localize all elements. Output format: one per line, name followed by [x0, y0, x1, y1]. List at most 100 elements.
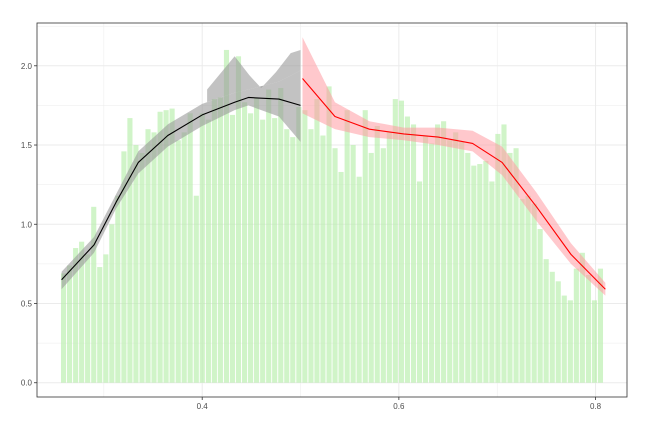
bar [308, 129, 314, 383]
bar [205, 119, 211, 383]
bar [139, 152, 145, 383]
bar [537, 229, 543, 383]
bar [386, 132, 392, 383]
bar [157, 111, 163, 383]
bar [465, 152, 471, 383]
bar [151, 132, 157, 383]
bar [501, 124, 507, 383]
bar [561, 295, 567, 383]
bar [211, 99, 217, 383]
bar [471, 165, 477, 383]
bar [338, 171, 344, 383]
bar [175, 140, 181, 383]
bar [193, 195, 199, 383]
right-trend-line [302, 78, 606, 290]
bar [302, 110, 308, 383]
y-tick-label: 2.0 [21, 62, 33, 71]
bar [278, 87, 284, 383]
bar [133, 145, 139, 383]
x-tick-label: 0.4 [197, 402, 209, 411]
bar [79, 241, 85, 383]
bar [73, 248, 79, 383]
bar [435, 124, 441, 383]
bar [392, 99, 398, 383]
bar [495, 133, 501, 383]
bar [127, 118, 133, 383]
bar [585, 274, 592, 383]
bar [235, 56, 242, 383]
trend-lines [61, 78, 606, 290]
bar [519, 198, 525, 383]
bar [362, 110, 368, 383]
bar [483, 160, 489, 383]
bar [374, 126, 380, 383]
bar [121, 151, 127, 383]
bar [60, 273, 67, 383]
x-axis: 0.4 0.6 0.8 [197, 397, 602, 411]
bar [284, 129, 290, 383]
bar [453, 132, 459, 383]
y-tick-label: 0.5 [21, 300, 33, 309]
bar [567, 300, 573, 383]
bar [242, 102, 248, 383]
bar [169, 108, 175, 383]
bar [579, 252, 585, 383]
left-confidence-band [61, 70, 301, 290]
bar [555, 281, 561, 383]
bar [549, 271, 555, 383]
confidence-bands [61, 37, 606, 296]
bar [266, 89, 272, 383]
bar [85, 254, 91, 383]
bar [356, 176, 362, 383]
bar [223, 49, 230, 383]
bar [296, 106, 302, 383]
bar [199, 113, 205, 383]
bar [410, 124, 417, 383]
bar [229, 114, 236, 383]
bar [398, 100, 404, 383]
bar [272, 118, 278, 383]
bar [181, 132, 187, 383]
bar [344, 110, 350, 383]
bar [163, 110, 169, 383]
bar [254, 97, 260, 383]
bar [109, 224, 115, 383]
x-tick-label: 0.6 [393, 402, 405, 411]
bar [248, 113, 254, 383]
bar [97, 267, 103, 383]
y-tick-label: 0.0 [21, 379, 33, 388]
bar [543, 259, 549, 383]
bar [422, 135, 429, 383]
bar [489, 181, 495, 383]
bar [447, 140, 453, 383]
y-tick-label: 1.5 [21, 141, 33, 150]
bar [597, 268, 604, 383]
y-axis: 0.0 0.5 1.0 1.5 2.0 [21, 62, 37, 388]
bar [416, 181, 423, 383]
bar [314, 99, 320, 383]
bar [573, 268, 579, 383]
bar [531, 203, 537, 383]
left-confidence-band-upper [207, 49, 301, 103]
bar [217, 97, 223, 383]
bar [91, 206, 97, 383]
bar [513, 148, 519, 383]
bar [477, 164, 483, 383]
bar [591, 300, 598, 383]
bar [66, 265, 73, 383]
panel-border [36, 22, 628, 398]
bar [525, 195, 531, 383]
y-tick-label: 1.0 [21, 220, 33, 229]
bar [350, 145, 356, 383]
bar [320, 135, 326, 383]
bar [441, 121, 447, 383]
bar [404, 116, 410, 383]
bar [145, 129, 151, 383]
bar [260, 119, 266, 383]
bar [507, 152, 513, 383]
bar [103, 254, 109, 383]
bar [332, 148, 338, 383]
bar [429, 143, 435, 383]
bar [187, 113, 193, 383]
